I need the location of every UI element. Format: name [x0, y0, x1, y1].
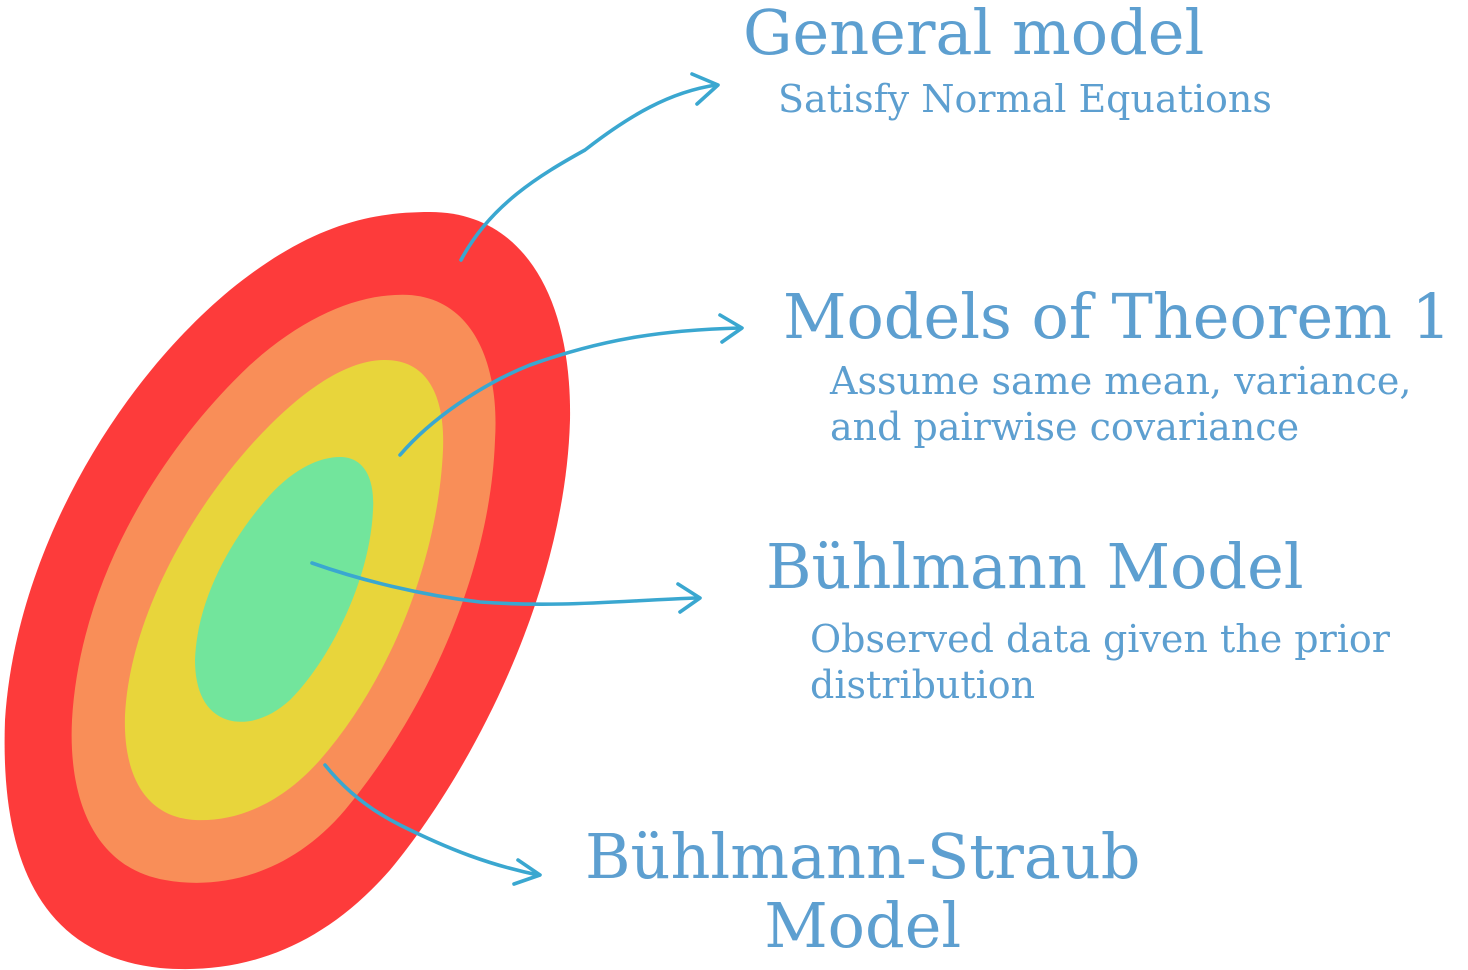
arrow-buhlmann	[310, 561, 700, 606]
arrowhead-theorem-1	[718, 313, 744, 344]
buhlmann-description-line: distribution	[810, 663, 1036, 708]
general-model-title: General model	[743, 0, 1205, 69]
buhlmann-model-description: Observed data given the prior distributi…	[810, 616, 1390, 709]
buhlmann-description-line: Observed data given the prior	[810, 617, 1390, 661]
buhlmann-straub-title-line: Bühlmann-Straub	[585, 820, 1141, 893]
theorem-1-description: Assume same mean, variance, and pairwise…	[830, 358, 1412, 451]
buhlmann-straub-title-line: Model	[764, 889, 962, 963]
buhlmann-straub-title: Bühlmann-Straub Model	[585, 822, 1140, 961]
theorem-1-title: Models of Theorem 1	[783, 280, 1452, 353]
arrowhead-buhlmann-straub	[512, 858, 542, 886]
buhlmann-model-title: Bühlmann Model	[766, 530, 1304, 603]
theorem-1-description-line: and pairwise covariance	[830, 405, 1300, 450]
arrows-group	[310, 72, 744, 886]
region-buhlmann-straub-model	[195, 457, 374, 722]
arrow-general-model	[459, 83, 718, 262]
general-model-description: Satisfy Normal Equations	[778, 77, 1272, 121]
arrow-theorem-1	[398, 326, 742, 457]
arrowhead-general-model	[690, 72, 720, 106]
arrowhead-buhlmann	[676, 582, 702, 614]
arrow-buhlmann-straub	[323, 763, 540, 877]
theorem-1-description-line: Assume same mean, variance,	[830, 359, 1412, 403]
